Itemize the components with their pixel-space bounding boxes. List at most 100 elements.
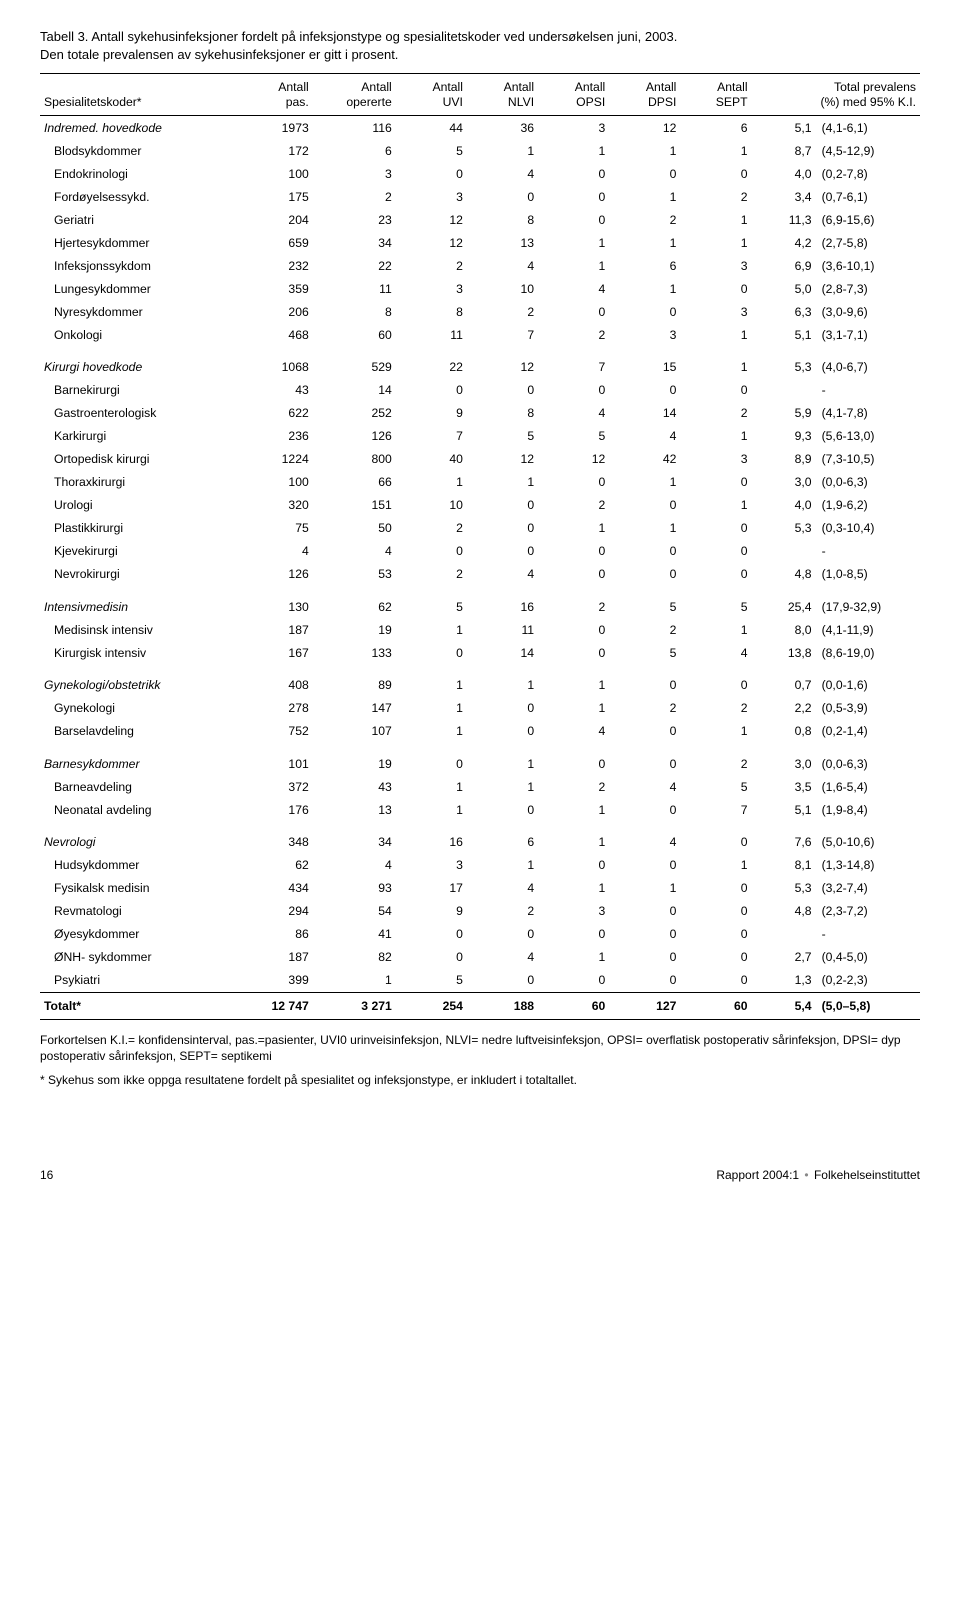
cell: 10	[396, 494, 467, 517]
cell: 2	[680, 185, 751, 208]
cell: 34	[313, 821, 396, 854]
cell: 60	[313, 323, 396, 346]
row-label: Thoraxkirurgi	[40, 471, 230, 494]
cell: 204	[230, 208, 313, 231]
cell: 0	[538, 540, 609, 563]
cell-prev: 8,1	[752, 854, 816, 877]
cell: 1	[609, 471, 680, 494]
cell: 151	[313, 494, 396, 517]
cell: 0	[609, 900, 680, 923]
cell: 0	[538, 563, 609, 586]
col-prevalens: Total prevalens(%) med 95% K.I.	[752, 74, 920, 116]
cell: 0	[680, 563, 751, 586]
cell: 100	[230, 471, 313, 494]
cell: 0	[467, 185, 538, 208]
cell: 175	[230, 185, 313, 208]
table-row: Psykiatri3991500001,3(0,2-2,3)	[40, 969, 920, 993]
row-label: Totalt*	[40, 992, 230, 1019]
cell-ci: -	[816, 923, 920, 946]
cell: 7	[680, 798, 751, 821]
cell-ci: (1,9-8,4)	[816, 798, 920, 821]
cell-prev: 6,3	[752, 300, 816, 323]
cell: 10	[467, 277, 538, 300]
cell: 1	[313, 969, 396, 993]
row-label: Gynekologi	[40, 697, 230, 720]
cell: 0	[680, 877, 751, 900]
cell: 399	[230, 969, 313, 993]
cell: 0	[680, 471, 751, 494]
cell: 43	[230, 379, 313, 402]
cell: 1	[396, 664, 467, 697]
cell: 0	[467, 540, 538, 563]
cell: 75	[230, 517, 313, 540]
col-opererte: Antallopererte	[313, 74, 396, 116]
cell: 0	[609, 379, 680, 402]
cell: 232	[230, 254, 313, 277]
cell-ci: (5,6-13,0)	[816, 425, 920, 448]
data-table: Spesialitetskoder* Antallpas. Antalloper…	[40, 73, 920, 1020]
cell-prev: 5,3	[752, 346, 816, 379]
cell: 2	[313, 185, 396, 208]
cell: 172	[230, 139, 313, 162]
cell: 1	[396, 775, 467, 798]
cell: 3	[538, 900, 609, 923]
cell-prev: 0,7	[752, 664, 816, 697]
cell: 1	[680, 231, 751, 254]
table-row: Gynekologi278147101222,2(0,5-3,9)	[40, 697, 920, 720]
cell: 12	[396, 231, 467, 254]
row-label: Plastikkirurgi	[40, 517, 230, 540]
cell: 50	[313, 517, 396, 540]
cell: 1	[680, 618, 751, 641]
cell: 1	[538, 664, 609, 697]
cell: 1	[609, 139, 680, 162]
row-label: Karkirurgi	[40, 425, 230, 448]
cell: 3	[680, 254, 751, 277]
cell: 6	[680, 116, 751, 140]
cell: 1	[467, 664, 538, 697]
table-row: Ortopedisk kirurgi12248004012124238,9(7,…	[40, 448, 920, 471]
cell: 13	[313, 798, 396, 821]
row-label: Fordøyelsessykd.	[40, 185, 230, 208]
cell: 2	[538, 586, 609, 619]
cell: 42	[609, 448, 680, 471]
row-label: Urologi	[40, 494, 230, 517]
caption-line2: Den totale prevalensen av sykehusinfeksj…	[40, 47, 398, 62]
cell: 0	[538, 379, 609, 402]
cell: 12	[396, 208, 467, 231]
cell-prev: 8,9	[752, 448, 816, 471]
cell-prev: 3,0	[752, 743, 816, 776]
row-label: Barnesykdommer	[40, 743, 230, 776]
cell-ci: (4,1-11,9)	[816, 618, 920, 641]
table-row: Plastikkirurgi7550201105,3(0,3-10,4)	[40, 517, 920, 540]
cell: 5	[609, 641, 680, 664]
cell: 0	[396, 743, 467, 776]
row-label: Nevrokirurgi	[40, 563, 230, 586]
cell: 659	[230, 231, 313, 254]
cell: 1	[467, 743, 538, 776]
cell: 4	[313, 540, 396, 563]
cell-ci: (0,0-1,6)	[816, 664, 920, 697]
cell: 3	[680, 300, 751, 323]
cell: 4	[467, 254, 538, 277]
cell: 320	[230, 494, 313, 517]
cell: 3	[396, 277, 467, 300]
cell: 100	[230, 162, 313, 185]
cell-prev: 5,1	[752, 798, 816, 821]
table-row: Barselavdeling752107104010,8(0,2-1,4)	[40, 720, 920, 743]
cell: 44	[396, 116, 467, 140]
cell: 0	[538, 854, 609, 877]
cell-ci: (3,1-7,1)	[816, 323, 920, 346]
cell-prev	[752, 379, 816, 402]
cell: 8	[313, 300, 396, 323]
cell-ci: (1,3-14,8)	[816, 854, 920, 877]
cell: 0	[467, 379, 538, 402]
table-row: Infeksjonssykdom23222241636,9(3,6-10,1)	[40, 254, 920, 277]
cell: 7	[396, 425, 467, 448]
row-label: Intensivmedisin	[40, 586, 230, 619]
cell: 1	[609, 877, 680, 900]
cell-prev: 5,3	[752, 517, 816, 540]
cell-prev: 11,3	[752, 208, 816, 231]
cell-prev: 5,3	[752, 877, 816, 900]
cell-prev: 5,1	[752, 323, 816, 346]
cell-prev: 8,0	[752, 618, 816, 641]
